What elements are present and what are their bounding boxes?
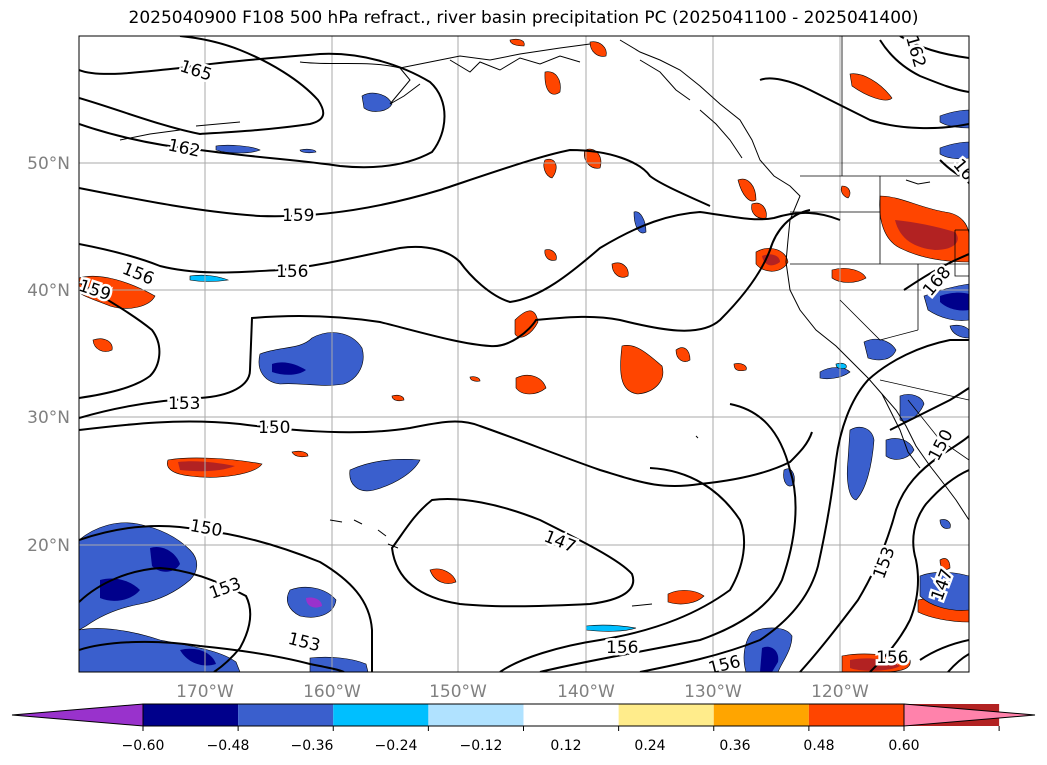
colorbar: −0.60 −0.48 −0.36 −0.24 −0.12 0.12 0.24 … (11, 703, 1036, 754)
colorbar-tick-label: −0.60 (122, 738, 165, 754)
longitude-labels: 170°W 160°W 150°W 140°W 130°W 120°W (176, 682, 869, 702)
colorbar-tick-label: 0.12 (550, 738, 581, 754)
negative-anomaly-shading (79, 92, 969, 672)
contour-label: 156 (606, 638, 638, 658)
lon-label: 130°W (684, 682, 742, 702)
map-gridlines (79, 36, 969, 672)
colorbar-swatch (523, 704, 619, 726)
colorbar-swatches (11, 703, 1036, 731)
lat-label: 20°N (27, 536, 70, 556)
lat-label: 30°N (27, 408, 70, 428)
colorbar-swatch (713, 704, 809, 726)
lat-label: 50°N (27, 154, 70, 174)
colorbar-tick-label: 0.36 (719, 738, 750, 754)
lon-label: 120°W (811, 682, 869, 702)
lon-label: 160°W (303, 682, 361, 702)
refractivity-contours (79, 36, 969, 672)
lon-label: 140°W (557, 682, 615, 702)
contour-label: 159 (282, 206, 314, 226)
colorbar-swatch (143, 704, 239, 726)
colorbar-swatch (808, 704, 904, 726)
colorbar-tick-label: 0.60 (888, 738, 919, 754)
contour-label: 156 (876, 648, 908, 668)
colorbar-swatch (428, 704, 524, 726)
lat-label: 40°N (27, 281, 70, 301)
contour-label: 153 (168, 394, 200, 414)
colorbar-tick-label: 0.24 (634, 738, 665, 754)
colorbar-tick-label: −0.12 (460, 738, 503, 754)
colorbar-swatch (618, 704, 714, 726)
colorbar-tick-label: 0.48 (803, 738, 834, 754)
colorbar-tick-labels: −0.60 −0.48 −0.36 −0.24 −0.12 0.12 0.24 … (122, 738, 920, 754)
contour-label: 156 (276, 262, 308, 282)
contour-label: 150 (258, 418, 290, 438)
colorbar-tick-label: −0.36 (291, 738, 334, 754)
lon-label: 170°W (176, 682, 234, 702)
colorbar-swatch (238, 704, 334, 726)
colorbar-tick-label: −0.24 (375, 738, 418, 754)
colorbar-extend-min (11, 703, 144, 727)
map-frame (78, 35, 970, 673)
colorbar-swatch (333, 704, 429, 726)
lon-label: 150°W (429, 682, 487, 702)
map-title: 2025040900 F108 500 hPa refract., river … (128, 8, 919, 28)
latitude-labels: 50°N 40°N 30°N 20°N (27, 154, 70, 556)
map-plot-area: 165 162 159 156 159 156 153 150 150 153 … (79, 36, 969, 672)
colorbar-tick-label: −0.48 (207, 738, 250, 754)
